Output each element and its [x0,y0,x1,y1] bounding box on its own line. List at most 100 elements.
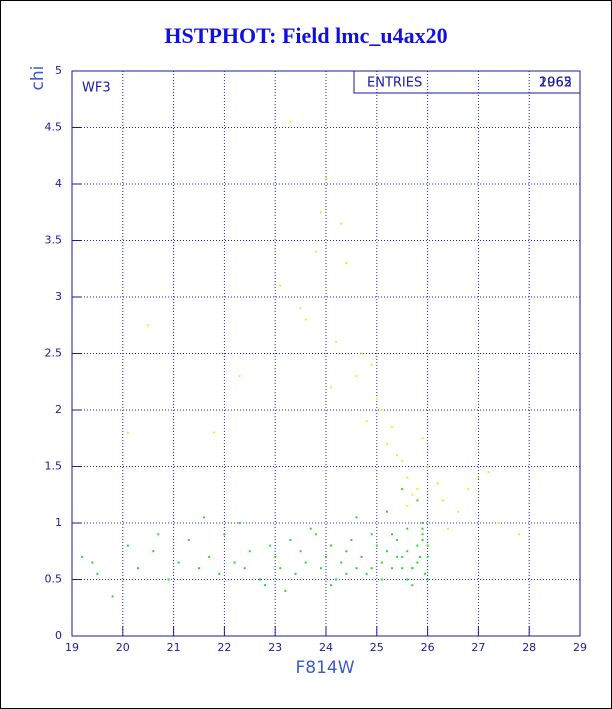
data-point [401,488,404,491]
data-point [264,584,267,587]
data-point [269,544,272,547]
data-point [396,538,399,541]
stats-box [353,71,580,94]
data-point [330,584,333,587]
y-axis-label: chi [28,66,48,91]
data-point [355,567,358,570]
data-point [177,561,180,564]
data-point [436,482,439,485]
y-tick-label: 2.5 [45,347,63,360]
data-point [441,499,444,502]
data-point [258,578,261,581]
data-point [518,533,521,536]
x-tick-label: 25 [370,641,384,654]
data-point [421,538,424,541]
data-point [187,538,190,541]
data-point [365,420,368,423]
data-point [401,555,404,558]
data-point [309,527,312,530]
data-point [421,533,424,536]
x-tick-label: 24 [319,641,333,654]
data-point [81,555,84,558]
data-point [426,544,429,547]
data-point [411,567,414,570]
data-point [335,578,338,581]
data-point [319,211,322,214]
data-point [416,544,419,547]
data-point [426,555,429,558]
data-point [319,567,322,570]
data-point [355,516,358,519]
data-point [355,375,358,378]
data-point [325,555,327,558]
data-point [152,550,155,553]
data-point [416,488,419,491]
data-point [396,454,399,457]
y-tick-label: 0 [55,629,62,642]
data-point [314,250,317,253]
data-point [335,341,338,344]
data-point [238,375,241,378]
y-tick-label: 4 [55,177,62,190]
data-point [477,476,480,479]
stats-label: ENTRIES [367,76,422,91]
data-point [380,561,383,564]
data-point [421,522,424,524]
x-tick-label: 27 [471,641,485,654]
x-tick-label: 23 [268,641,282,654]
data-point [203,516,206,519]
panel-label: WF3 [82,81,111,96]
data-point [243,567,246,570]
data-point [279,284,282,287]
data-point [446,527,449,530]
data-point [126,431,129,434]
data-point [167,578,170,581]
x-tick-label: 29 [573,641,587,654]
data-point [330,386,333,389]
data-point [497,522,500,524]
data-point [325,177,327,180]
data-point [370,567,373,570]
data-point [401,567,404,570]
y-tick-label: 0.5 [45,573,63,586]
data-point [157,533,160,536]
data-point [416,561,419,564]
data-point [345,572,348,575]
data-point [370,363,373,366]
data-point [406,505,409,508]
data-point [350,538,353,541]
data-point [340,222,343,225]
chart-title: HSTPHOT: Field lmc_u4ax20 [164,23,447,48]
data-point [421,527,424,530]
data-point [96,572,99,575]
data-point [360,555,363,558]
data-point [375,397,378,400]
data-point [401,459,404,462]
x-axis-label: F814W [295,658,354,678]
y-tick-label: 4.5 [45,121,63,134]
data-point [380,409,383,411]
data-point [385,550,388,553]
data-point [208,555,211,558]
x-tick-label: 21 [167,641,181,654]
data-point [406,550,409,553]
data-point [426,465,429,468]
data-point [279,567,282,570]
data-point [137,567,140,570]
data-point [360,352,363,355]
x-tick-label: 19 [65,641,79,654]
plot-border [71,70,581,637]
data-point [91,561,94,564]
data-point [304,561,307,564]
y-tick-label: 3.5 [45,234,63,247]
data-point [385,442,388,445]
x-tick-label: 20 [116,641,130,654]
data-point [304,318,307,321]
data-point [299,550,302,553]
data-point [147,324,150,327]
x-tick-label: 26 [421,641,435,654]
x-tick-label: 28 [522,641,536,654]
data-point [289,120,292,123]
data-point [391,425,394,428]
